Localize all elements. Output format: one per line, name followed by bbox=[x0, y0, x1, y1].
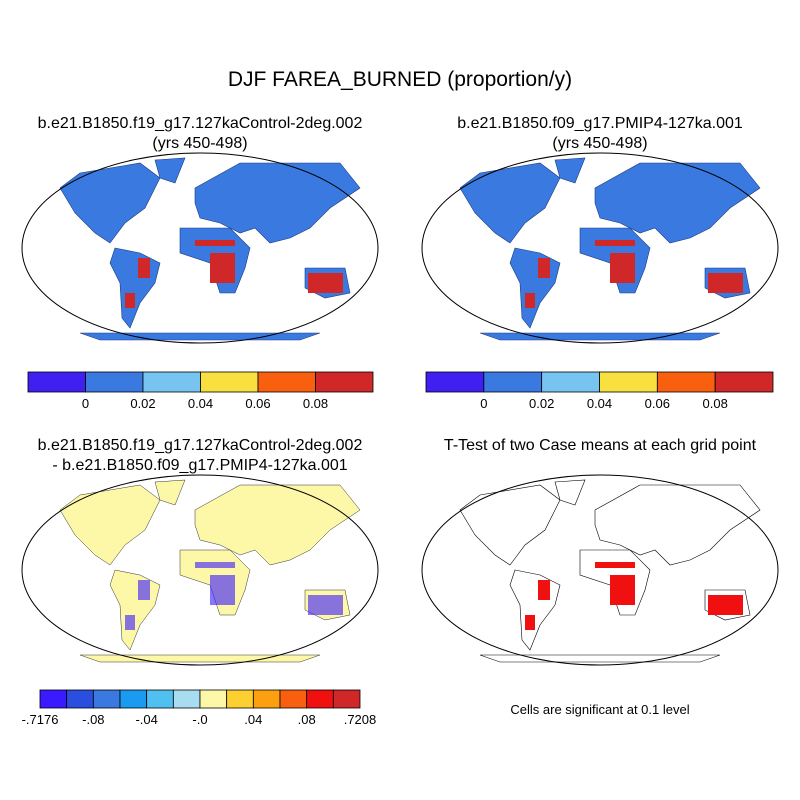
colorbar-label: -.0 bbox=[192, 712, 207, 727]
map bbox=[421, 474, 779, 666]
colorbar-label: 0.04 bbox=[188, 396, 213, 411]
colorbar-label: 0.08 bbox=[303, 396, 328, 411]
colorbar-swatch bbox=[315, 371, 374, 393]
colorbar-swatch bbox=[483, 371, 543, 393]
colorbar-label: 0 bbox=[480, 396, 487, 411]
colorbar-swatch bbox=[714, 371, 774, 393]
colorbar-swatch bbox=[66, 689, 94, 709]
colorbar-label: 0.06 bbox=[645, 396, 670, 411]
colorbar-label: .7208 bbox=[344, 712, 377, 727]
colorbar-label: 0.02 bbox=[529, 396, 554, 411]
colorbar-label: 0.02 bbox=[130, 396, 155, 411]
colorbar-swatch bbox=[252, 689, 281, 709]
colorbar-swatch bbox=[85, 371, 144, 393]
panel-title: b.e21.B1850.f09_g17.PMIP4-127ka.001 bbox=[457, 115, 743, 132]
panel-title: (yrs 450-498) bbox=[552, 135, 647, 152]
colorbar-swatch bbox=[92, 689, 121, 709]
map bbox=[21, 474, 379, 666]
panel-title: b.e21.B1850.f19_g17.127kaControl-2deg.00… bbox=[38, 115, 363, 132]
colorbar-swatch bbox=[306, 689, 334, 709]
colorbar-swatch bbox=[541, 371, 600, 393]
colorbar-swatch bbox=[200, 371, 259, 393]
colorbar-swatch bbox=[119, 689, 148, 709]
colorbar-label: 0.08 bbox=[703, 396, 728, 411]
colorbar-swatch bbox=[425, 371, 485, 393]
colorbar-label: .08 bbox=[298, 712, 316, 727]
colorbar-label: 0 bbox=[82, 396, 89, 411]
map bbox=[421, 152, 779, 344]
colorbar-label: .04 bbox=[244, 712, 262, 727]
panel-note: Cells are significant at 0.1 level bbox=[510, 702, 689, 717]
colorbar-swatch bbox=[199, 689, 228, 709]
panel-title: (yrs 450-498) bbox=[152, 135, 247, 152]
panel-title: T-Test of two Case means at each grid po… bbox=[444, 437, 757, 454]
colorbar-label: -.04 bbox=[135, 712, 157, 727]
colorbar-label: -.08 bbox=[82, 712, 104, 727]
colorbar-swatch bbox=[27, 371, 86, 393]
colorbar-label: 0.06 bbox=[245, 396, 270, 411]
colorbar-swatch bbox=[279, 689, 308, 709]
panel-title: - b.e21.B1850.f09_g17.PMIP4-127ka.001 bbox=[52, 457, 347, 474]
colorbar-swatch bbox=[172, 689, 201, 709]
colorbar-swatch bbox=[142, 371, 201, 393]
colorbar-label: 0.04 bbox=[587, 396, 612, 411]
panel-title: b.e21.B1850.f19_g17.127kaControl-2deg.00… bbox=[38, 437, 363, 454]
colorbar-swatch bbox=[257, 371, 316, 393]
colorbar-swatch bbox=[226, 689, 254, 709]
figure-title: DJF FAREA_BURNED (proportion/y) bbox=[228, 68, 572, 91]
colorbar-swatch bbox=[656, 371, 716, 393]
colorbar-swatch bbox=[332, 689, 361, 709]
colorbar-swatch bbox=[39, 689, 68, 709]
colorbar-swatch bbox=[599, 371, 658, 393]
colorbar-swatch bbox=[146, 689, 174, 709]
map bbox=[21, 152, 379, 344]
colorbar-label: -.7176 bbox=[22, 712, 59, 727]
